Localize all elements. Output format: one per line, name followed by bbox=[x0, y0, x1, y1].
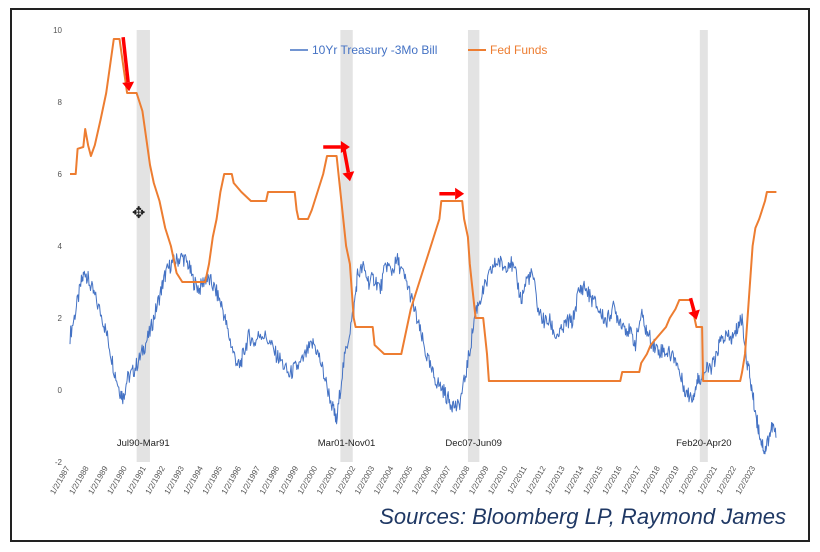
red-arrow-shaft bbox=[688, 297, 696, 312]
recession-label: Mar01-Nov01 bbox=[318, 438, 376, 449]
recession-bands: Jul90-Mar91 Mar01-Nov01 Dec07-Jun09 Feb20-A… bbox=[117, 30, 732, 462]
red-arrow-head bbox=[688, 309, 700, 320]
y-tick-label: 2 bbox=[58, 314, 63, 323]
red-arrow-shaft bbox=[342, 148, 351, 173]
legend: 10Yr Treasury -3Mo Bill Fed Funds bbox=[290, 43, 547, 57]
source-note: Sources: Bloomberg LP, Raymond James bbox=[379, 504, 786, 529]
legend-label-fedfunds: Fed Funds bbox=[490, 43, 547, 57]
series-lines bbox=[69, 38, 777, 455]
y-tick-label: 8 bbox=[58, 98, 63, 107]
red-arrow-head bbox=[122, 81, 135, 92]
red-arrow-shaft bbox=[121, 37, 130, 83]
y-tick-label: 4 bbox=[58, 242, 63, 251]
chart-frame: Jul90-Mar91 Mar01-Nov01 Dec07-Jun09 Feb20-A… bbox=[10, 8, 810, 542]
recession-band bbox=[136, 30, 150, 462]
y-tick-label: 6 bbox=[58, 170, 63, 179]
annotation-arrows bbox=[121, 37, 700, 320]
y-tick-label: 10 bbox=[53, 26, 62, 35]
red-arrow-head bbox=[455, 187, 465, 200]
recession-label: Jul90-Mar91 bbox=[117, 438, 170, 449]
legend-label-treasury: 10Yr Treasury -3Mo Bill bbox=[312, 43, 437, 57]
y-tick-label: -2 bbox=[55, 458, 63, 467]
recession-band bbox=[699, 30, 708, 462]
series-line-treasury-spread bbox=[69, 252, 777, 455]
series-line-fed-funds bbox=[70, 38, 777, 382]
y-tick-label: 0 bbox=[58, 386, 63, 395]
y-axis-ticks: 10 8 6 4 2 0 -2 bbox=[53, 26, 62, 467]
move-cursor-icon: ✥ bbox=[132, 203, 145, 222]
x-axis-ticks: 1/2/19871/2/19881/2/19891/2/19901/2/1991… bbox=[48, 464, 757, 496]
recession-band bbox=[467, 30, 480, 462]
recession-label: Dec07-Jun09 bbox=[445, 438, 502, 449]
recession-label: Feb20-Apr20 bbox=[676, 438, 731, 449]
chart-svg: Jul90-Mar91 Mar01-Nov01 Dec07-Jun09 Feb20-A… bbox=[48, 26, 777, 496]
red-arrow-head bbox=[342, 171, 355, 182]
